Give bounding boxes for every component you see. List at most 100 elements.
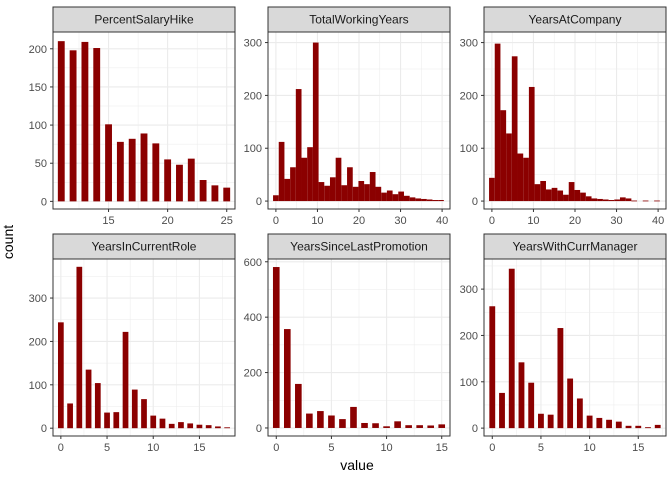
- histogram-bar: [506, 133, 512, 202]
- facet-strip-label: YearsWithCurrManager: [513, 240, 638, 254]
- y-tick-label: 600: [244, 257, 262, 269]
- histogram-bar: [364, 184, 370, 202]
- histogram-bar: [211, 185, 219, 202]
- histogram-bar: [585, 196, 592, 202]
- y-tick-label: 0: [472, 196, 478, 208]
- histogram-bar: [375, 186, 382, 202]
- histogram-bar: [591, 198, 598, 202]
- y-tick-label: 100: [29, 120, 47, 132]
- histogram-bar: [415, 198, 422, 202]
- y-tick-label: 300: [29, 293, 47, 305]
- histogram-bar: [196, 424, 203, 429]
- histogram-bar: [69, 50, 77, 202]
- histogram-bar: [545, 189, 552, 202]
- facet-panel: TotalWorkingYears 0 10 20 30 40 0 100 200 300: [244, 6, 451, 227]
- x-tick-label: 5: [104, 442, 110, 454]
- histogram-bar: [301, 157, 308, 202]
- facet-panel: PercentSalaryHike 15 20 25 0 50 100 150 200: [29, 6, 236, 227]
- y-tick-label: 200: [29, 44, 47, 56]
- histogram-bar: [272, 267, 280, 428]
- histogram-bar: [625, 425, 632, 429]
- histogram-bar: [642, 200, 649, 202]
- histogram-bar: [438, 424, 446, 428]
- histogram-bar: [67, 403, 73, 429]
- histogram-bar: [57, 322, 64, 429]
- histogram-bar: [81, 41, 89, 202]
- histogram-bar: [369, 172, 376, 202]
- histogram-bar: [94, 383, 101, 429]
- histogram-bar: [152, 143, 160, 202]
- y-tick-label: 300: [460, 284, 478, 296]
- histogram-bar: [295, 383, 302, 428]
- histogram-bar: [372, 423, 379, 428]
- histogram-bar: [528, 382, 535, 429]
- histogram-bar: [76, 266, 83, 429]
- facet-strip-label: YearsSinceLastPromotion: [290, 240, 428, 254]
- x-tick-label: 10: [583, 442, 595, 454]
- histogram-bar: [645, 427, 651, 429]
- histogram-bar: [551, 187, 558, 202]
- facet-strip-label: TotalWorkingYears: [309, 13, 408, 27]
- facet-strip: [52, 233, 236, 260]
- histogram-bar: [654, 200, 660, 202]
- histogram-bar: [528, 86, 535, 202]
- histogram-bar: [116, 141, 124, 202]
- histogram-bar: [381, 192, 387, 202]
- x-tick-label: 20: [353, 215, 365, 227]
- histogram-bar: [416, 425, 423, 428]
- histogram-bar: [223, 187, 231, 202]
- histogram-bar: [383, 426, 390, 428]
- y-tick-label: 0: [256, 196, 262, 208]
- facet-panel: YearsSinceLastPromotion 0 5 10 15 0 200 400 600: [244, 233, 451, 454]
- histogram-bar: [625, 198, 632, 202]
- histogram-bar: [392, 194, 399, 202]
- histogram-bar: [499, 392, 505, 429]
- histogram-bar: [312, 42, 319, 202]
- histogram-bar: [608, 200, 615, 202]
- histogram-bar: [164, 159, 172, 202]
- histogram-bar: [224, 427, 231, 429]
- histogram-bar: [405, 425, 412, 428]
- histogram-bar: [131, 389, 138, 429]
- histogram-bar: [215, 426, 221, 429]
- histogram-bar: [140, 133, 148, 202]
- histogram-bar: [176, 164, 183, 202]
- y-tick-label: 200: [29, 336, 47, 348]
- y-tick-label: 150: [29, 82, 47, 94]
- y-tick-label: 200: [244, 368, 262, 380]
- histogram-bar: [159, 418, 166, 429]
- histogram-bar: [113, 412, 120, 429]
- histogram-bar: [141, 399, 147, 429]
- y-tick-label: 200: [244, 90, 262, 102]
- y-tick-label: 300: [460, 38, 478, 50]
- histogram-bar: [489, 306, 496, 429]
- histogram-bar: [150, 415, 157, 429]
- y-tick-label: 100: [29, 380, 47, 392]
- histogram-bar: [85, 369, 92, 429]
- histogram-bar: [654, 424, 661, 429]
- facet-panel: YearsAtCompany 0 10 20 30 40 0 100 200 300: [460, 6, 667, 227]
- x-tick-label: 30: [394, 215, 406, 227]
- histogram-bar: [178, 422, 184, 429]
- histogram-bar: [341, 185, 348, 202]
- histogram-bar: [284, 178, 291, 202]
- histogram-bar: [324, 185, 330, 202]
- histogram-bar: [358, 180, 365, 202]
- histogram-bar: [614, 199, 620, 202]
- x-tick-label: 15: [193, 442, 205, 454]
- histogram-bar: [93, 48, 101, 202]
- histogram-bar: [187, 158, 195, 202]
- histogram-bar: [350, 406, 357, 428]
- y-tick-label: 50: [35, 158, 47, 170]
- histogram-bar: [361, 422, 368, 428]
- histogram-bar: [438, 200, 444, 202]
- histogram-bar: [500, 110, 507, 202]
- x-tick-label: 15: [632, 442, 644, 454]
- histogram-bar: [386, 190, 393, 202]
- histogram-bar: [540, 180, 546, 202]
- histogram-bar: [511, 56, 518, 202]
- histogram-bar: [432, 200, 439, 202]
- histogram-bar: [547, 414, 554, 429]
- histogram-bar: [427, 425, 435, 428]
- histogram-bar: [421, 198, 427, 202]
